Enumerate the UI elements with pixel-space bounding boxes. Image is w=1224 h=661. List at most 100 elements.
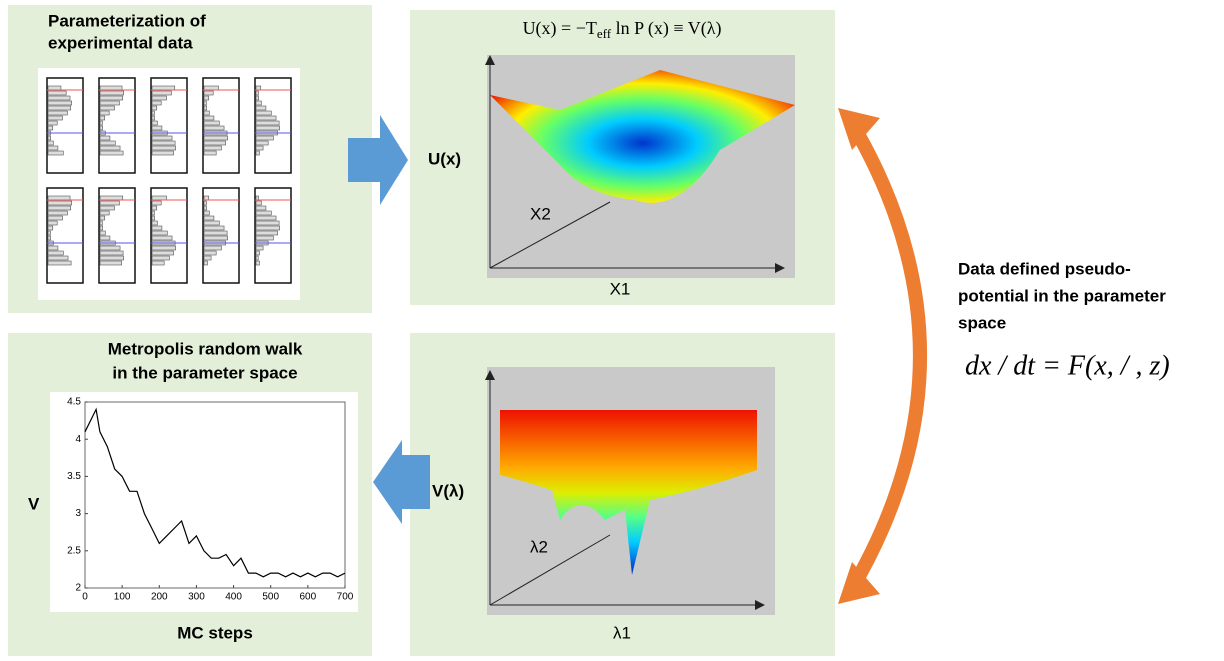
histogram-bar [100,226,103,230]
histogram-bar [256,151,259,155]
x-tick-label: 700 [337,592,354,603]
histogram-bar [48,216,62,220]
histogram-bar [100,121,102,125]
histogram-bar [256,111,271,115]
panel-title: in the parameter space [112,363,297,382]
histogram-bar [100,231,105,235]
histogram-bar [256,231,278,235]
histogram-bar [48,126,53,130]
histogram-bar [100,136,110,140]
histogram-bar [152,201,161,205]
histogram-bar [100,126,103,130]
histogram-bar [152,121,157,125]
histogram-bar [152,256,169,260]
histogram-bar [48,201,72,205]
histogram-bar [204,121,219,125]
panel-title: Parameterization of [48,11,206,30]
histogram-bar [48,96,70,100]
histogram-bar [256,236,273,240]
histogram-bar [256,251,259,255]
histogram-bar [204,221,219,225]
axis-label: λ1 [613,623,631,642]
histogram-bar [152,226,162,230]
histogram-bar [204,96,209,100]
histogram-bar [152,251,174,255]
histogram-bar [204,206,207,210]
histogram-bar [204,116,214,120]
histogram-bar [152,261,164,265]
histogram-bar [204,106,207,110]
histogram-bar [256,206,266,210]
histogram-bar [48,196,70,200]
y-tick-label: 2 [75,583,81,594]
histogram-bar [152,91,171,95]
histogram-bar [152,221,157,225]
y-tick-label: 4.5 [67,397,81,408]
histogram-bar [48,86,61,90]
histogram-bar [100,111,109,115]
histogram-bar [100,106,114,110]
y-tick-label: 3.5 [67,471,81,482]
histogram-bar [152,246,176,250]
double-arrow [850,120,920,592]
histogram-bar [100,196,123,200]
histogram-bar [204,256,211,260]
chart-bg [50,392,358,612]
y-tick-label: 2.5 [67,545,81,556]
histogram-bar [100,216,105,220]
y-tick-label: 3 [75,508,81,519]
histogram-bar [100,261,122,265]
histogram-bar [204,231,227,235]
histogram-bar [100,246,120,250]
axis-label: V(λ) [432,481,464,500]
histogram-bar [48,101,72,105]
histogram-bar [48,111,67,115]
histogram-bar [204,251,216,255]
panel-title: Metropolis random walk [108,339,303,358]
histogram-bar [48,121,57,125]
axis-label: X1 [610,279,631,298]
histogram-bar [100,211,109,215]
histogram-bar [256,86,261,90]
histogram-bar [256,211,271,215]
histogram-bar [48,221,57,225]
x-tick-label: 500 [262,592,279,603]
axis-label: λ2 [530,537,548,556]
histogram-bar [100,141,115,145]
histogram-bar [152,106,157,110]
histogram-bar [204,111,209,115]
histogram-bar [256,96,259,100]
histogram-bar [256,126,280,130]
histogram-bar [152,231,167,235]
caption: potential in the parameter [958,286,1166,305]
formula: U(x) = −Teff ln P (x) ≡ V(λ) [523,18,722,41]
histogram-bar [204,236,228,240]
histogram-bar [152,116,155,120]
histogram-bar [204,136,228,140]
histogram-bar [152,86,175,90]
histogram-bar [100,86,122,90]
histogram-bar [204,91,213,95]
histogram-bar [48,206,71,210]
caption: space [958,313,1006,332]
histogram-bar [204,141,226,145]
histogram-bar [100,116,105,120]
histogram-bar [152,151,174,155]
axis-label: U(x) [428,149,461,168]
histogram-bar [48,116,62,120]
x-tick-label: 600 [300,592,317,603]
histogram-bar [48,141,53,145]
histogram-bar [152,211,154,215]
axis-label: X2 [530,204,551,223]
histogram-bar [48,256,68,260]
histogram-bar [100,96,123,100]
histogram-bar [152,126,162,130]
histogram-bar [152,146,176,150]
histogram-bar [256,121,279,125]
x-tick-label: 300 [188,592,205,603]
histogram-bar [48,236,51,240]
histogram-bar [48,226,53,230]
diagram: Parameterization of experimental data U(… [0,0,1224,661]
histogram-bar [204,101,206,105]
histogram-bar [204,211,209,215]
